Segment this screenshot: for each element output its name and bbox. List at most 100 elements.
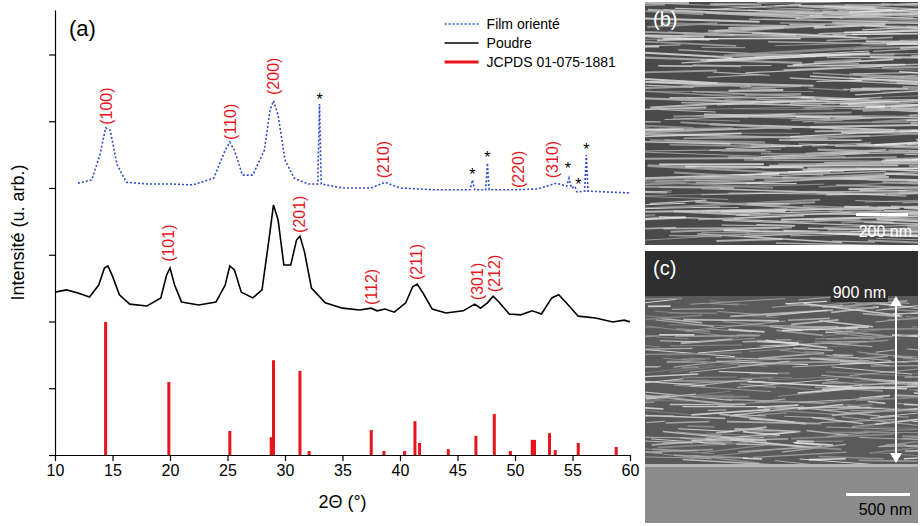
legend-label: Poudre: [487, 35, 532, 51]
texture-fiber: [802, 65, 918, 73]
texture-fiber: [701, 51, 869, 60]
stick: [548, 433, 551, 455]
texture-fiber: [831, 432, 918, 434]
texture-fiber: [826, 338, 858, 340]
texture-fiber: [902, 360, 918, 362]
texture-fiber: [740, 377, 773, 379]
texture-fiber: [730, 440, 810, 448]
stick: [382, 451, 385, 455]
texture-fiber: [883, 157, 918, 159]
texture-fiber: [674, 172, 766, 177]
texture-fiber: [868, 402, 886, 404]
texture-fiber: [645, 91, 758, 98]
legend: Film orientéPoudreJCPDS 01-075-1881: [445, 16, 616, 70]
x-tick: 60: [622, 455, 640, 479]
y-tick-mark: [49, 188, 55, 189]
stick: [615, 447, 618, 455]
texture-fiber: [796, 441, 843, 442]
texture-fiber: [713, 72, 769, 75]
texture-fiber: [645, 71, 717, 74]
stick: [104, 322, 107, 455]
x-tick-label: 40: [392, 462, 410, 479]
texture-fiber: [645, 186, 729, 188]
label-patch: [831, 283, 888, 302]
texture-fiber: [721, 150, 772, 152]
texture-fiber: [869, 442, 918, 453]
texture-fiber: [832, 241, 875, 242]
texture-fiber: [645, 402, 654, 404]
x-tick-label: 10: [47, 462, 65, 479]
texture-fiber: [646, 421, 664, 422]
texture-fiber: [645, 203, 686, 205]
texture-fiber: [808, 88, 847, 90]
texture-fiber: [735, 360, 763, 363]
texture-fiber: [681, 339, 733, 343]
texture-fiber: [710, 303, 739, 305]
texture-fiber: [716, 239, 782, 241]
stick: [308, 451, 311, 455]
texture-fiber: [773, 157, 896, 159]
texture-fiber: [676, 432, 733, 437]
x-tick: 15: [104, 455, 122, 479]
texture-fiber: [822, 386, 918, 389]
texture-fiber: [899, 39, 918, 40]
texture-fiber: [781, 350, 863, 359]
texture-fiber: [670, 344, 742, 346]
texture-fiber: [668, 361, 706, 362]
y-tick: [49, 121, 55, 122]
y-axis: [49, 11, 56, 456]
x-tick: 30: [277, 455, 295, 479]
texture-fiber: [778, 392, 826, 397]
texture-fiber: [727, 422, 821, 424]
texture-fiber: [698, 345, 799, 353]
x-tick-label: 15: [104, 462, 122, 479]
texture-fiber: [916, 131, 918, 140]
texture-fiber: [645, 327, 659, 328]
texture-fiber: [827, 57, 902, 58]
texture-fiber: [869, 179, 912, 181]
x-tick: 25: [219, 455, 237, 479]
texture-fiber: [776, 243, 908, 245]
texture-fiber: [863, 105, 918, 107]
arrow-head: [890, 453, 902, 463]
x-tick-mark: [55, 455, 56, 461]
peak-index: (110): [222, 104, 239, 140]
texture-fiber: [645, 348, 693, 349]
texture-fiber: [810, 19, 918, 21]
texture-fiber: [645, 5, 665, 7]
texture-fiber: [865, 354, 918, 358]
scale-bar-label: 200 nm: [859, 223, 912, 240]
x-tick-label: 55: [564, 462, 582, 479]
texture-fiber: [722, 225, 795, 226]
impurity-marker: *: [484, 149, 490, 166]
texture-fiber: [645, 299, 677, 305]
stick-series: [104, 322, 618, 455]
texture-fiber: [875, 136, 918, 145]
texture-fiber: [701, 232, 750, 234]
y-tick: [49, 55, 55, 56]
texture-fiber: [659, 334, 694, 336]
texture-fiber: [645, 91, 814, 92]
texture-fiber: [790, 102, 835, 104]
texture-fiber: [778, 163, 899, 164]
impurity-marker: *: [469, 166, 475, 183]
texture-fiber: [650, 140, 765, 142]
texture-fiber: [886, 51, 918, 54]
texture-fiber: [695, 396, 749, 398]
texture-fiber: [688, 425, 715, 427]
x-tick: 10: [47, 455, 65, 479]
texture-fiber: [798, 404, 844, 409]
texture-fiber: [663, 431, 755, 440]
texture-fiber: [648, 305, 671, 307]
texture-fiber: [878, 445, 918, 446]
y-axis-title: Intensité (u. arb.): [8, 164, 28, 300]
texture-fiber: [645, 367, 661, 368]
texture-fiber: [645, 196, 728, 199]
arrow-head: [890, 296, 902, 306]
texture-fiber: [785, 301, 827, 303]
texture-fiber: [652, 450, 713, 452]
x-tick: 55: [564, 455, 582, 479]
texture-fiber: [836, 185, 918, 189]
x-tick-label: 45: [449, 462, 467, 479]
texture-fiber: [851, 88, 918, 89]
